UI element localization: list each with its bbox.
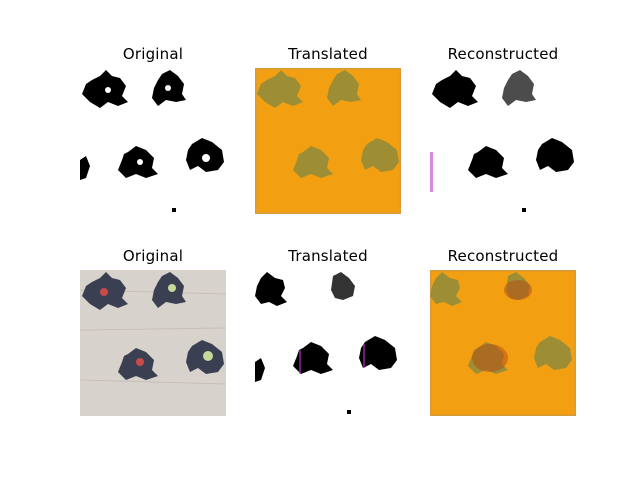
orange-motif-image bbox=[255, 68, 401, 214]
orange-motif-image bbox=[430, 270, 576, 416]
panel-title-r2c1: Original bbox=[122, 247, 184, 265]
panel-title-r2c3: Reconstructed bbox=[447, 247, 559, 265]
panel-title-r1c3: Reconstructed bbox=[447, 45, 559, 63]
binary-motif-image bbox=[430, 68, 576, 214]
image-original-fabric bbox=[80, 270, 226, 416]
binary-motif-image bbox=[80, 68, 226, 214]
panel-title-r1c2: Translated bbox=[288, 45, 368, 63]
image-reconstructed-binary bbox=[430, 68, 576, 214]
image-translated-binary bbox=[255, 270, 401, 416]
image-reconstructed-orange bbox=[430, 270, 576, 416]
panel-title-r1c1: Original bbox=[122, 45, 184, 63]
image-translated-orange bbox=[255, 68, 401, 214]
image-original-binary bbox=[80, 68, 226, 214]
binary-motif-image bbox=[255, 270, 401, 416]
fabric-motif-image bbox=[80, 270, 226, 416]
panel-title-r2c2: Translated bbox=[288, 247, 368, 265]
